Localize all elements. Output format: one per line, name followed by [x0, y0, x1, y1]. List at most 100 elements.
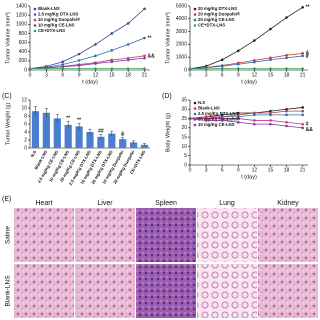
legend-marker — [33, 24, 37, 27]
data-point — [269, 109, 272, 113]
annotation: && — [306, 127, 314, 133]
data-point — [204, 115, 208, 119]
panel-label: (E) — [2, 196, 11, 203]
legend-marker — [33, 18, 37, 22]
data-point — [45, 67, 48, 70]
x-tick-label: 3 — [205, 72, 208, 78]
legend-label: Blank-LNS — [198, 106, 220, 111]
legend-label: 10 mg/Kg CE-LNS — [198, 122, 235, 127]
data-point — [285, 16, 288, 19]
data-point — [110, 67, 114, 70]
legend-marker — [33, 7, 37, 11]
column-header: Liver — [97, 200, 113, 207]
legend-marker — [193, 18, 197, 22]
x-axis-title: t (day) — [241, 79, 257, 85]
panel-label: (D) — [162, 93, 172, 100]
x-tick-label: 21 — [142, 72, 148, 78]
data-point — [204, 119, 208, 122]
data-point — [77, 52, 81, 56]
data-point — [110, 60, 114, 64]
y-tick-label: 600 — [19, 40, 28, 46]
annotation: && — [148, 54, 156, 60]
x-tick-label: 18 — [284, 167, 290, 173]
y-tick-label: 1400 — [16, 3, 27, 9]
bar — [130, 142, 138, 148]
data-point — [143, 36, 146, 40]
y-tick-label: 25 — [181, 116, 187, 122]
series-line — [189, 55, 303, 70]
error-bar — [33, 106, 37, 116]
series-line — [29, 8, 145, 70]
series-line — [29, 57, 145, 70]
legend-label: CE+DTX-LNS — [198, 23, 225, 28]
data-point — [77, 59, 81, 62]
legend-marker — [193, 7, 197, 11]
error-bar — [143, 143, 147, 146]
data-point — [301, 126, 304, 130]
legend-label: 20 mg/Kg Duopafei® — [198, 12, 241, 17]
x-tick-label: 0 — [189, 72, 192, 78]
data-point — [61, 60, 65, 64]
x-tick-label: 9 — [78, 72, 81, 78]
data-point — [285, 56, 288, 60]
annotation: ** — [148, 35, 152, 41]
data-point — [285, 67, 288, 70]
y-tick-label: 12 — [21, 97, 27, 103]
data-point — [77, 64, 81, 67]
data-point — [236, 113, 240, 117]
data-point — [61, 67, 65, 70]
bar — [108, 133, 116, 148]
y-tick-label: 5000 — [176, 3, 187, 9]
x-tick-label: 18 — [125, 72, 131, 78]
data-point — [236, 49, 240, 53]
error-bar — [110, 130, 114, 136]
data-point — [188, 67, 192, 71]
data-point — [269, 58, 272, 62]
data-point — [285, 124, 288, 128]
data-point — [253, 67, 256, 71]
data-point — [301, 52, 304, 55]
annotation: ** — [66, 116, 70, 122]
legend-label: 10 mg/Kg Duopafei® — [198, 117, 241, 122]
y-tick-label: 8 — [24, 113, 27, 119]
x-tick-label: 18 — [284, 72, 290, 78]
y-tick-label: 800 — [19, 31, 28, 37]
data-point — [269, 113, 272, 117]
bar — [86, 132, 94, 148]
data-point — [301, 54, 304, 58]
data-point — [94, 62, 97, 65]
x-tick-label: 15 — [268, 167, 274, 173]
x-tick-label: 21 — [300, 167, 306, 173]
data-point — [220, 115, 224, 119]
data-point — [61, 65, 65, 69]
annotation: ** — [306, 5, 310, 11]
data-point — [143, 56, 146, 60]
data-point — [110, 49, 114, 52]
y-tick-label: 0 — [24, 67, 27, 73]
data-point — [126, 43, 130, 46]
data-point — [285, 109, 288, 113]
error-bar — [88, 128, 92, 135]
data-point — [94, 43, 97, 46]
x-tick-label: 9 — [237, 72, 240, 78]
x-tick-label: 15 — [268, 72, 274, 78]
y-tick-label: 6 — [24, 121, 27, 127]
x-tick-label: 12 — [252, 167, 258, 173]
data-point — [220, 64, 224, 68]
x-tick-label: N.S — [29, 149, 37, 158]
legend-marker — [193, 13, 197, 16]
data-point — [236, 115, 240, 119]
x-tick-label: 15 — [109, 72, 115, 78]
x-tick-label: 12 — [252, 72, 258, 78]
legend-label: 20 mg/Kg DTX-LNS — [198, 6, 237, 11]
legend-marker — [193, 107, 197, 110]
legend-marker — [193, 101, 197, 105]
series-line — [189, 110, 303, 119]
y-tick-label: 400 — [19, 49, 28, 55]
bar — [119, 139, 127, 148]
column-header: Lung — [219, 200, 235, 207]
data-point — [110, 32, 114, 35]
y-axis-title: Tumor Weight (g) — [5, 103, 11, 146]
y-axis-title: Tumor Volume (mm³) — [5, 12, 11, 64]
y-tick-label: 3000 — [176, 29, 187, 35]
